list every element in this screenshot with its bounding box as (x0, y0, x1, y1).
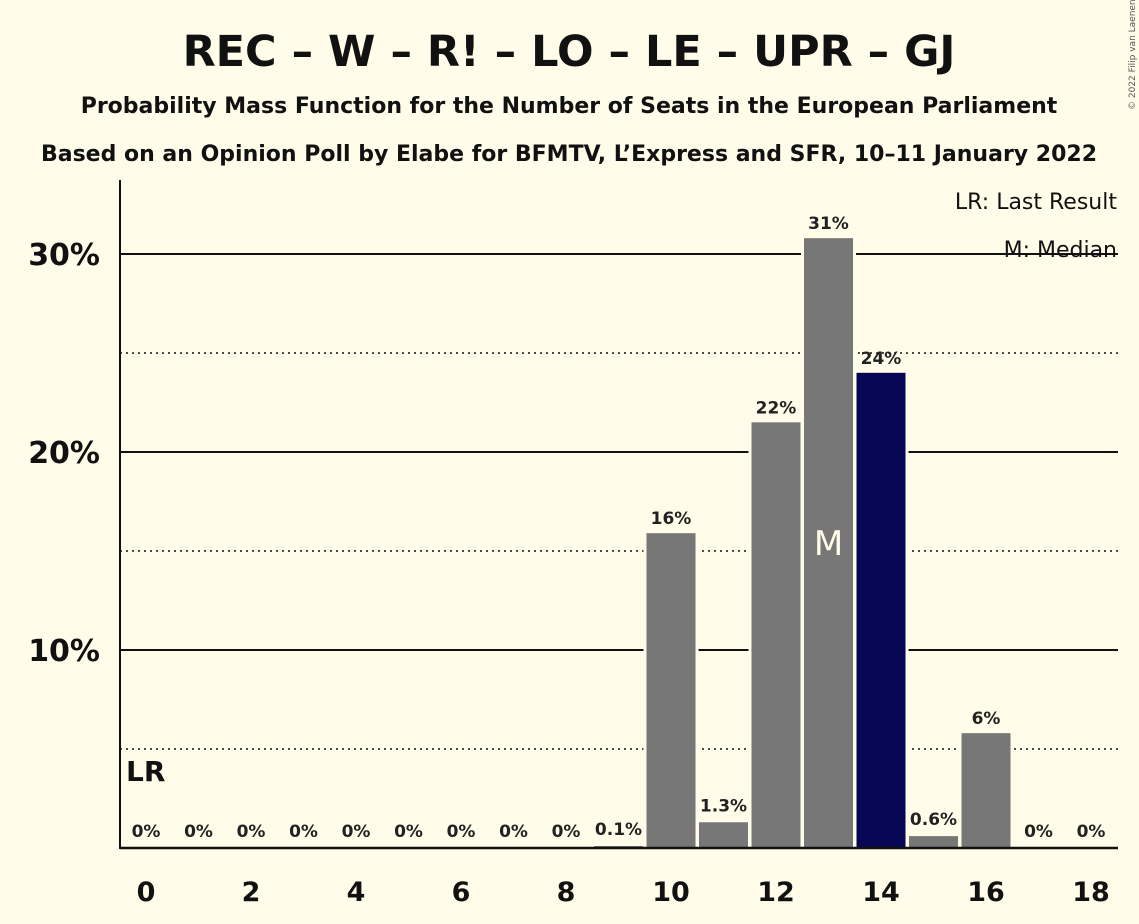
x-tick-label: 6 (452, 877, 471, 908)
data-label: 0% (447, 822, 476, 842)
x-tick-label: 10 (652, 877, 690, 908)
chart-title: REC – W – R! – LO – LE – UPR – GJ (183, 27, 956, 77)
data-label: 22% (756, 398, 797, 418)
bar (751, 422, 801, 848)
bar (856, 372, 906, 848)
bar (804, 238, 853, 848)
data-label: 0% (1024, 822, 1053, 842)
copyright-note: © 2022 Filip van Laenen (1128, 0, 1138, 110)
x-tick-label: 8 (557, 877, 576, 908)
data-label: 0% (1077, 822, 1106, 842)
data-label: 0.6% (910, 810, 957, 830)
data-label: 0% (237, 822, 266, 842)
last-result-marker: LR (126, 755, 165, 788)
x-tick-label: 14 (862, 877, 900, 908)
data-label: 0% (132, 822, 161, 842)
data-label: 0% (184, 822, 213, 842)
chart-subtitle: Probability Mass Function for the Number… (81, 94, 1058, 119)
data-label: 16% (651, 509, 692, 529)
bar (909, 836, 958, 848)
x-tick-label: 2 (242, 877, 261, 908)
x-tick-label: 12 (757, 877, 795, 908)
chart-subtitle-2: Based on an Opinion Poll by Elabe for BF… (41, 142, 1097, 167)
median-marker: M (814, 524, 843, 564)
legend-median: M: Median (1004, 238, 1117, 263)
bar-halo (591, 843, 646, 848)
x-tick-label: 18 (1072, 877, 1110, 908)
data-label: 1.3% (700, 796, 747, 816)
data-label: 0% (342, 822, 371, 842)
x-tick-label: 0 (137, 877, 156, 908)
data-label: 31% (808, 214, 849, 234)
data-label: 24% (861, 349, 902, 369)
data-label: 0% (552, 822, 581, 842)
bar (961, 733, 1011, 848)
data-label: 0.1% (595, 820, 642, 840)
y-tick-label: 10% (28, 634, 100, 669)
legend-last-result: LR: Last Result (955, 190, 1117, 215)
y-tick-label: 20% (28, 436, 100, 471)
data-label: 0% (394, 822, 423, 842)
bar (646, 533, 696, 848)
y-tick-label: 30% (28, 238, 100, 273)
x-tick-label: 4 (347, 877, 366, 908)
data-label: 0% (499, 822, 528, 842)
data-label: 6% (972, 709, 1001, 729)
bar (699, 822, 748, 848)
data-label: 0% (289, 822, 318, 842)
x-tick-label: 16 (967, 877, 1005, 908)
